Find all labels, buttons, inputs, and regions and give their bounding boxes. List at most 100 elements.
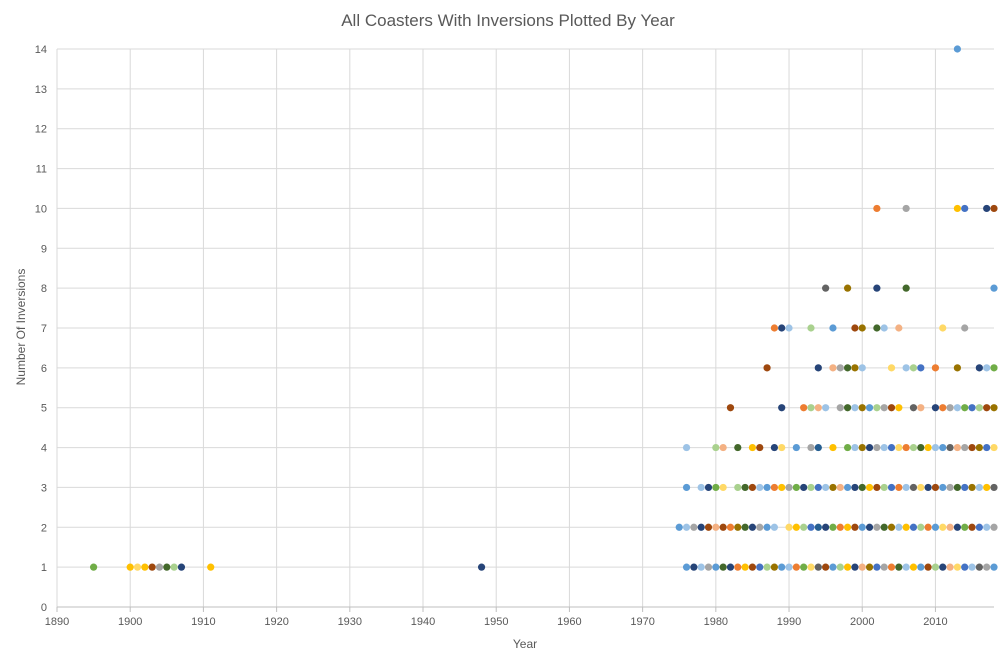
- data-point: [873, 483, 881, 492]
- data-point: [792, 523, 800, 531]
- data-point: [983, 563, 991, 571]
- data-point: [939, 523, 947, 531]
- data-point: [961, 483, 969, 492]
- data-point: [939, 404, 947, 412]
- y-tick-label: 2: [41, 522, 47, 534]
- y-tick-label: 12: [35, 124, 47, 136]
- data-point: [785, 523, 793, 531]
- data-point: [778, 563, 786, 571]
- data-point: [895, 324, 903, 332]
- data-point: [748, 483, 757, 492]
- data-point: [778, 404, 786, 412]
- data-point: [207, 563, 215, 571]
- data-point: [836, 563, 844, 571]
- data-point: [961, 443, 969, 452]
- y-tick-label: 1: [41, 562, 47, 574]
- y-tick-label: 8: [41, 283, 47, 295]
- data-point: [953, 404, 961, 412]
- data-point: [953, 364, 961, 372]
- data-point: [902, 364, 910, 372]
- data-point: [909, 483, 918, 492]
- x-tick-label: 1930: [338, 616, 362, 628]
- data-point: [682, 483, 691, 492]
- data-point: [719, 443, 727, 452]
- data-point: [983, 483, 991, 492]
- x-tick-label: 1980: [704, 616, 728, 628]
- data-point: [763, 563, 771, 571]
- axes: [56, 606, 994, 612]
- data-point: [990, 404, 998, 412]
- data-point: [990, 563, 998, 571]
- data-point: [807, 563, 815, 571]
- data-point: [880, 324, 888, 332]
- data-point: [741, 483, 749, 492]
- data-point: [902, 204, 910, 213]
- data-point: [975, 364, 983, 372]
- data-point: [873, 443, 881, 452]
- data-point: [887, 483, 896, 492]
- data-point: [770, 563, 778, 571]
- data-point: [719, 563, 727, 571]
- data-point: [851, 404, 859, 412]
- data-point: [924, 483, 932, 492]
- data-point: [763, 364, 771, 372]
- data-point: [961, 563, 969, 571]
- data-point: [90, 563, 98, 571]
- data-point: [778, 324, 786, 332]
- data-point: [843, 284, 852, 292]
- x-tick-label: 2010: [923, 616, 947, 628]
- data-point: [909, 563, 918, 571]
- data-point: [880, 404, 888, 412]
- data-point: [748, 443, 757, 452]
- data-point: [719, 523, 727, 531]
- data-point: [851, 324, 859, 332]
- data-point: [682, 523, 691, 531]
- data-point: [719, 483, 727, 492]
- data-point: [946, 483, 954, 492]
- data-point: [477, 563, 486, 571]
- data-point: [902, 443, 910, 452]
- data-point: [726, 523, 735, 531]
- data-point: [785, 324, 793, 332]
- data-point: [858, 443, 866, 452]
- data-point: [880, 523, 888, 531]
- data-point: [682, 563, 691, 571]
- data-point: [961, 523, 969, 531]
- y-tick-label: 9: [41, 243, 47, 255]
- data-point: [800, 563, 808, 571]
- data-point: [983, 404, 991, 412]
- data-point: [785, 483, 793, 492]
- data-point: [690, 523, 698, 531]
- data-points: [90, 45, 998, 571]
- data-point: [843, 523, 852, 531]
- data-point: [770, 483, 778, 492]
- data-point: [895, 483, 903, 492]
- data-point: [726, 404, 735, 412]
- data-point: [961, 204, 969, 213]
- data-point: [726, 563, 735, 571]
- data-point: [829, 483, 837, 492]
- y-tick-label: 6: [41, 363, 47, 375]
- data-point: [800, 483, 808, 492]
- data-point: [851, 483, 859, 492]
- data-point: [902, 563, 910, 571]
- data-point: [800, 404, 808, 412]
- data-point: [843, 563, 852, 571]
- data-point: [792, 443, 800, 452]
- data-point: [873, 324, 881, 332]
- y-tick-label: 0: [41, 602, 47, 614]
- data-point: [712, 443, 720, 452]
- data-point: [734, 523, 742, 531]
- data-point: [851, 523, 859, 531]
- data-point: [909, 364, 918, 372]
- data-point: [917, 364, 925, 372]
- data-point: [741, 563, 749, 571]
- data-point: [975, 443, 983, 452]
- data-point: [843, 404, 852, 412]
- data-point: [865, 563, 874, 571]
- x-tick-label: 1920: [264, 616, 288, 628]
- data-point: [851, 364, 859, 372]
- data-point: [163, 563, 171, 571]
- data-point: [931, 404, 940, 412]
- data-point: [814, 404, 822, 412]
